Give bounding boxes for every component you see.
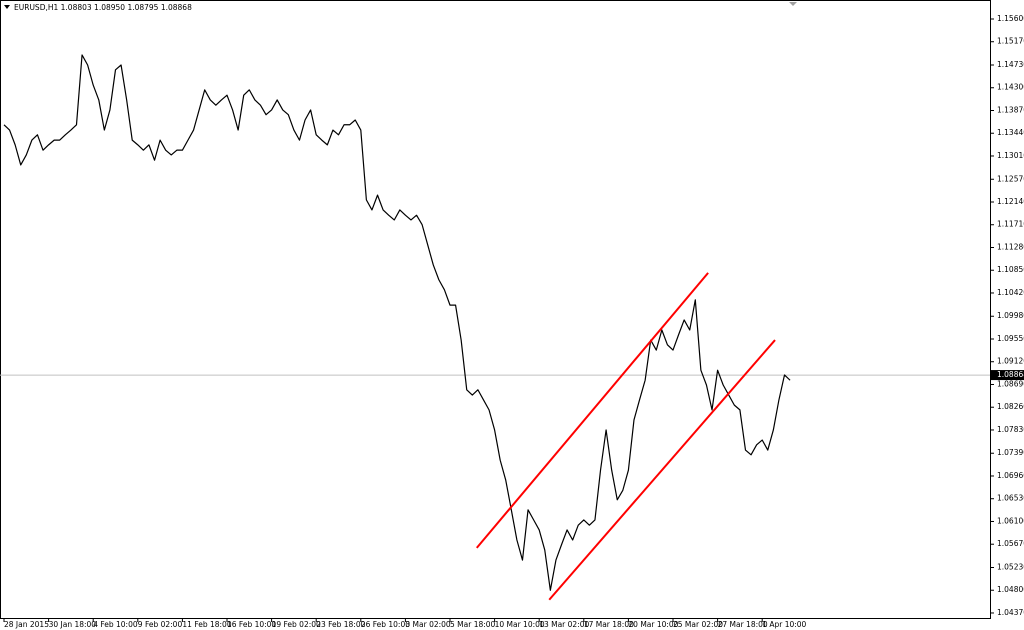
y-tick-label: 1.13870: [997, 105, 1024, 114]
y-tick-label: 1.12570: [997, 174, 1024, 183]
y-tick-label: 1.12140: [997, 197, 1024, 206]
y-tick-label: 1.14300: [997, 83, 1024, 92]
y-tick-label: 1.09120: [997, 357, 1024, 366]
y-tick-label: 1.06960: [997, 471, 1024, 480]
last-price-box: [991, 370, 1024, 381]
y-tick-label: 1.09550: [997, 334, 1024, 343]
x-tick-label: 1 Apr 10:00: [762, 620, 806, 629]
x-tick-label: 27 Mar 18:00: [718, 620, 768, 629]
x-tick-label: 20 Mar 10:00: [628, 620, 678, 629]
y-tick-label: 1.07390: [997, 448, 1024, 457]
y-tick-label: 1.14730: [997, 60, 1024, 69]
y-tick-label: 1.10420: [997, 288, 1024, 297]
shift-marker: [789, 2, 797, 6]
x-tick-label: 3 Mar 02:00: [405, 620, 451, 629]
trendline: [475, 272, 709, 549]
y-tick-label: 1.10850: [997, 265, 1024, 274]
chart-layer: 1.15600 1.15170 1.14730 1.14300 1.13870 1.134…: [0, 14, 1024, 629]
x-tick-label: 19 Feb 02:00: [272, 620, 321, 629]
y-tick-label: 1.06530: [997, 494, 1024, 503]
y-tick-label: 1.13440: [997, 128, 1024, 137]
menu-triangle[interactable]: [4, 5, 10, 9]
x-tick-label: 4 Feb 10:00: [93, 620, 138, 629]
y-tick-label: 1.15600: [997, 14, 1024, 23]
x-tick-label: 13 Mar 02:00: [539, 620, 589, 629]
x-tick-label: 23 Feb 18:00: [316, 620, 365, 629]
y-tick-label: 1.11280: [997, 242, 1024, 251]
y-tick-label: 1.13010: [997, 151, 1024, 160]
price-line: [3, 54, 791, 591]
x-tick-label: 17 Mar 18:00: [584, 620, 634, 629]
y-tick-label: 1.04370: [997, 608, 1024, 617]
x-tick-label: 10 Mar 10:00: [495, 620, 545, 629]
x-tick-label: 16 Feb 10:00: [227, 620, 276, 629]
y-tick-label: 1.08690: [997, 379, 1024, 388]
trendline: [548, 339, 776, 601]
x-tick-label: 28 Jan 2015: [4, 620, 49, 629]
x-tick-label: 30 Jan 18:00: [49, 620, 97, 629]
y-tick-label: 1.15170: [997, 37, 1024, 46]
x-tick-label: 5 Mar 18:00: [450, 620, 496, 629]
plot-frame: [0, 0, 991, 619]
y-tick-label: 1.08260: [997, 402, 1024, 411]
chart-title: EURUSD,H1 1.08803 1.08950 1.08795 1.0886…: [14, 3, 192, 12]
y-tick-label: 1.06100: [997, 516, 1024, 525]
x-tick-label: 26 Feb 10:00: [361, 620, 410, 629]
y-tick-label: 1.07830: [997, 425, 1024, 434]
y-tick-label: 1.09980: [997, 311, 1024, 320]
y-tick-label: 1.05230: [997, 562, 1024, 571]
y-tick-label: 1.05670: [997, 539, 1024, 548]
x-tick-label: 25 Mar 02:00: [673, 620, 723, 629]
x-tick-label: 9 Feb 02:00: [138, 620, 183, 629]
y-tick-label: 1.11710: [997, 220, 1024, 229]
last-price-label: 1.08868: [997, 370, 1024, 379]
x-tick-label: 11 Feb 18:00: [182, 620, 231, 629]
y-tick-label: 1.04800: [997, 585, 1024, 594]
